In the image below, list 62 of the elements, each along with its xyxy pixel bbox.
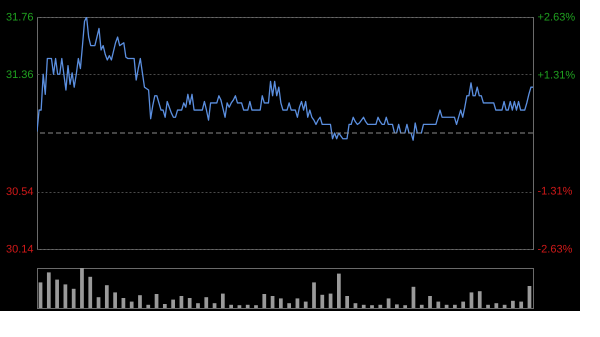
y2-tick-label: +1.31% <box>538 70 576 82</box>
bar <box>113 292 117 308</box>
bar <box>312 282 316 308</box>
bar <box>196 303 200 308</box>
bar <box>238 305 242 308</box>
bar <box>171 300 175 308</box>
bar <box>188 298 192 308</box>
bar <box>436 302 440 308</box>
bar <box>278 298 283 308</box>
bar <box>345 296 350 308</box>
bar <box>453 304 457 308</box>
y-tick-label: 31.36 <box>6 68 34 81</box>
bar <box>519 302 524 308</box>
bar <box>461 302 466 308</box>
bar <box>486 304 490 308</box>
bar <box>46 272 51 308</box>
bar <box>162 304 167 308</box>
bar <box>96 297 100 308</box>
y2-tick-label: -2.63% <box>538 244 573 256</box>
y2-tick-label: -1.31% <box>538 185 573 198</box>
bar <box>304 302 308 308</box>
bar <box>72 288 76 308</box>
bar <box>470 292 474 308</box>
bar <box>528 286 532 308</box>
bar <box>494 303 498 308</box>
bar <box>320 294 324 308</box>
y-tick-label: 31.76 <box>6 12 34 24</box>
bar <box>212 303 216 308</box>
y2-tick-label: +2.63% <box>538 12 576 24</box>
bar <box>262 294 266 308</box>
bar <box>328 294 332 308</box>
bar <box>122 298 126 308</box>
bar <box>511 300 515 308</box>
bar <box>337 274 341 308</box>
bar <box>370 305 374 308</box>
bar <box>403 305 408 308</box>
y-tick-label: 30.14 <box>6 244 34 256</box>
y-tick-label: 30.54 <box>6 186 34 198</box>
bar <box>204 297 208 308</box>
bar <box>220 294 225 308</box>
bar <box>55 280 59 308</box>
bar <box>64 284 68 308</box>
bar <box>354 303 358 308</box>
bar <box>478 291 482 308</box>
bar <box>412 286 416 308</box>
bar <box>138 295 142 308</box>
bar <box>395 304 399 308</box>
bar <box>444 304 448 308</box>
bar <box>180 296 184 308</box>
bar <box>80 268 84 308</box>
line-series <box>37 17 533 141</box>
bar <box>386 298 390 308</box>
bar <box>104 285 109 308</box>
bar <box>428 296 432 308</box>
bar <box>287 303 292 308</box>
bar <box>270 296 274 308</box>
bar <box>154 294 158 308</box>
bar <box>254 305 258 308</box>
bar <box>296 298 300 308</box>
bar <box>38 282 42 308</box>
bar <box>88 276 92 308</box>
bar <box>130 302 134 308</box>
